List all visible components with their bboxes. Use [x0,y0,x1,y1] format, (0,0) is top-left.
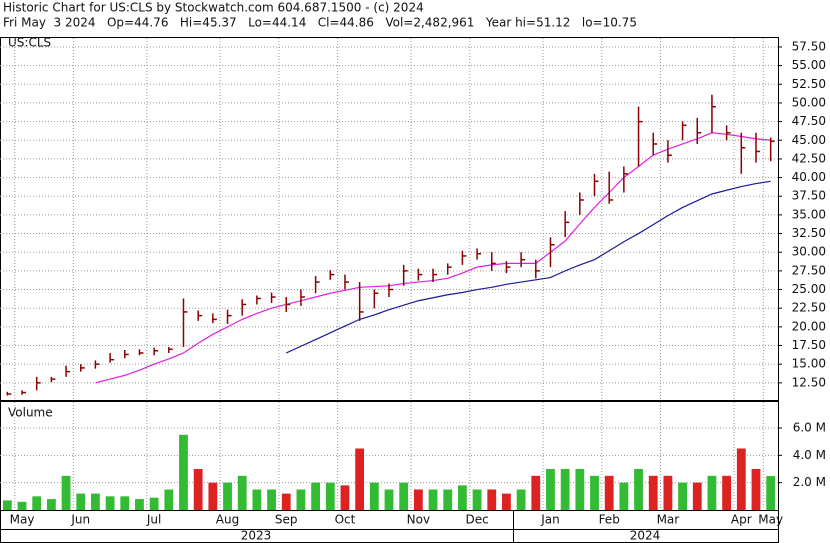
volume-bar [311,482,321,510]
volume-bar [531,475,541,510]
volume-bar [237,475,247,510]
volume-bar [340,485,350,510]
x-tick-label: Jan [540,513,560,527]
volume-bar [648,475,658,510]
volume-bar [457,485,467,510]
volume-bar [105,496,115,510]
y-tick-label: 12.50 [792,375,826,389]
volume-bar [384,489,394,510]
volume-bar [120,496,130,510]
volume-label: Volume [8,406,53,420]
y-tick-label: 55.00 [792,58,826,72]
volume-bar [692,482,702,510]
volume-bar [546,468,555,510]
y-tick-label: 22.50 [792,301,826,315]
volume-bar [443,489,453,510]
volume-bar [516,489,526,510]
x-tick-label: Jun [70,513,90,527]
volume-bar [369,482,379,510]
chart-title: Historic Chart for US:CLS by Stockwatch.… [3,1,424,15]
volume-bar [267,489,276,510]
volume-bar [502,493,511,510]
symbol-label: US:CLS [8,36,51,50]
volume-bar [678,482,687,510]
y-tick-label: 20.00 [792,319,826,333]
volume-bar [193,468,203,510]
y-tick-label: 17.50 [792,338,826,352]
y-tick-label: 37.50 [792,189,826,203]
chart-subtitle: Fri May 3 2024 Op=44.76 Hi=45.37 Lo=44.1… [3,16,637,30]
volume-bar [413,489,423,510]
volume-bar [619,482,629,510]
y-tick-label: 27.50 [792,263,826,277]
y-tick-label: 15.00 [792,357,826,371]
y-tick-label: 50.00 [792,95,826,109]
volume-bar [707,475,717,510]
volume-bar [663,475,673,510]
y-tick-label: 2.0 M [793,475,826,489]
x-tick-label: Oct [335,513,356,527]
x-tick-label: Jul [146,513,161,527]
volume-bar [252,489,262,510]
volume-bar [487,489,497,510]
volume-bar [590,475,599,510]
y-tick-label: 25.00 [792,282,826,296]
x-tick-label: Sep [275,513,298,527]
x-tick-label: May [758,513,783,527]
volume-bar [32,496,42,510]
volume-bar [164,489,174,510]
year-label: 2023 [241,529,272,543]
y-tick-label: 4.0 M [793,448,826,462]
x-tick-label: Dec [465,513,488,527]
y-tick-label: 40.00 [792,170,826,184]
volume-bar [281,493,291,510]
moving-average [285,180,771,354]
x-tick-label: Apr [731,513,752,527]
x-tick-label: Nov [407,513,430,527]
volume-bar [296,489,306,510]
volume-bar [560,468,570,510]
y-tick-label: 32.50 [792,226,826,240]
volume-bar [208,482,218,510]
y-tick-label: 30.00 [792,245,826,259]
y-tick-label: 57.50 [792,39,826,53]
volume-bar [17,501,27,510]
volume-bar [91,493,100,510]
volume-bar [399,482,409,510]
price-panel [0,37,779,401]
x-tick-label: May [10,513,35,527]
volume-bar [751,468,761,510]
volume-bar [355,448,365,510]
y-tick-label: 35.00 [792,207,826,221]
volume-bar [325,482,335,510]
x-tick-label: Aug [216,513,239,527]
volume-bar [575,468,585,510]
volume-bar [2,500,12,510]
x-tick-label: Feb [599,513,620,527]
volume-bar [722,475,732,510]
volume-bar [46,499,56,510]
volume-bar [135,499,144,510]
y-tick-label: 47.50 [792,114,826,128]
y-tick-label: 52.50 [792,77,826,91]
volume-bar [76,493,86,510]
volume-bar [634,468,643,510]
volume-bar [61,475,71,510]
volume-bar [223,482,232,510]
volume-bar [179,434,188,510]
year-label: 2024 [630,529,661,543]
volume-bar [428,489,438,510]
volume-bar [604,475,614,510]
volume-bar [766,476,776,510]
x-tick-label: Mar [657,513,680,527]
volume-bar [149,497,159,510]
y-tick-label: 42.50 [792,151,826,165]
y-tick-label: 45.00 [792,133,826,147]
volume-bar [736,448,746,510]
volume-bar [472,489,482,510]
y-tick-label: 6.0 M [793,420,826,434]
